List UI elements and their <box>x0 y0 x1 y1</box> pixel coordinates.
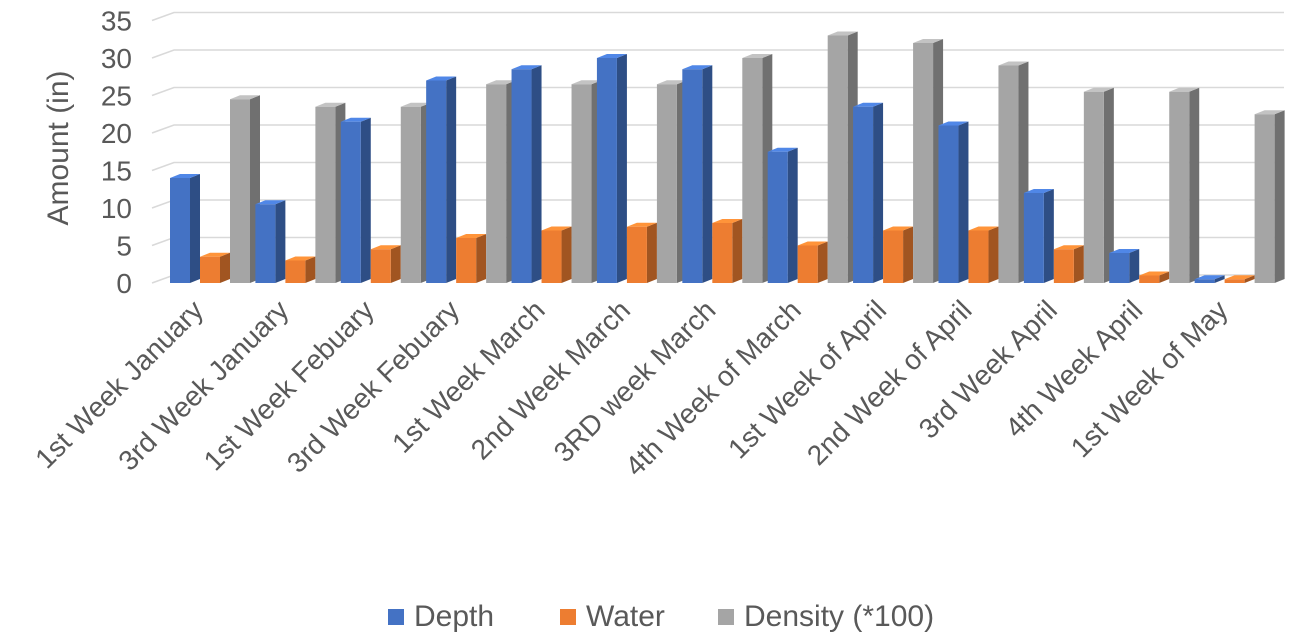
legend-label: Depth <box>414 600 494 633</box>
y-tick-label: 5 <box>116 231 132 262</box>
bar <box>340 117 371 283</box>
bar <box>596 54 627 283</box>
bar <box>797 241 828 283</box>
bar <box>1194 275 1225 283</box>
bar <box>255 200 286 283</box>
bar <box>370 245 401 283</box>
x-tick-label: 1st Week of May <box>1065 294 1234 463</box>
bar <box>938 121 969 283</box>
bar <box>767 147 798 283</box>
legend-label: Density (*100) <box>744 600 934 633</box>
bar <box>682 65 713 283</box>
x-tick-label: 1st Week March <box>386 294 551 459</box>
bar <box>426 76 457 283</box>
bar <box>883 226 914 283</box>
x-tick-label: 2nd Week March <box>465 294 636 465</box>
bar <box>1254 110 1285 283</box>
y-axis-ticks: 0 5 10 15 20 25 30 35 <box>101 6 132 300</box>
y-axis-label: Amount (in) <box>42 70 75 225</box>
legend-swatch <box>560 609 576 625</box>
x-tick-label: 2nd Week of April <box>801 294 978 471</box>
bar <box>541 226 572 283</box>
bar <box>712 219 743 283</box>
y-tick-label: 30 <box>101 43 132 74</box>
bar <box>456 234 487 283</box>
bar <box>1109 249 1140 283</box>
bar <box>626 222 657 283</box>
bar <box>1139 271 1170 283</box>
bar <box>968 226 999 283</box>
legend-label: Water <box>586 600 665 633</box>
y-tick-label: 0 <box>116 268 132 299</box>
legend: Depth Water Density (*100) <box>388 600 934 633</box>
y-tick-label: 35 <box>101 6 132 37</box>
bar <box>511 65 542 283</box>
bar <box>853 102 884 283</box>
x-tick-label: 1st Week of April <box>722 294 892 464</box>
y-tick-label: 25 <box>101 81 132 112</box>
y-tick-label: 20 <box>101 118 132 149</box>
bar <box>200 252 230 283</box>
gridline <box>151 49 1284 59</box>
bar <box>285 256 316 283</box>
y-tick-label: 15 <box>101 156 132 187</box>
bars <box>170 31 1285 283</box>
bar <box>1023 189 1054 283</box>
bar <box>1053 245 1084 283</box>
bar <box>170 174 200 283</box>
bar <box>1169 87 1200 283</box>
x-tick-label: 3RD week March <box>548 294 722 468</box>
bar <box>1224 275 1255 283</box>
legend-swatch <box>388 609 404 625</box>
gridline <box>151 11 1284 22</box>
bar <box>1083 87 1114 283</box>
legend-swatch <box>718 609 734 625</box>
gridline <box>151 86 1284 97</box>
y-tick-label: 10 <box>101 193 132 224</box>
